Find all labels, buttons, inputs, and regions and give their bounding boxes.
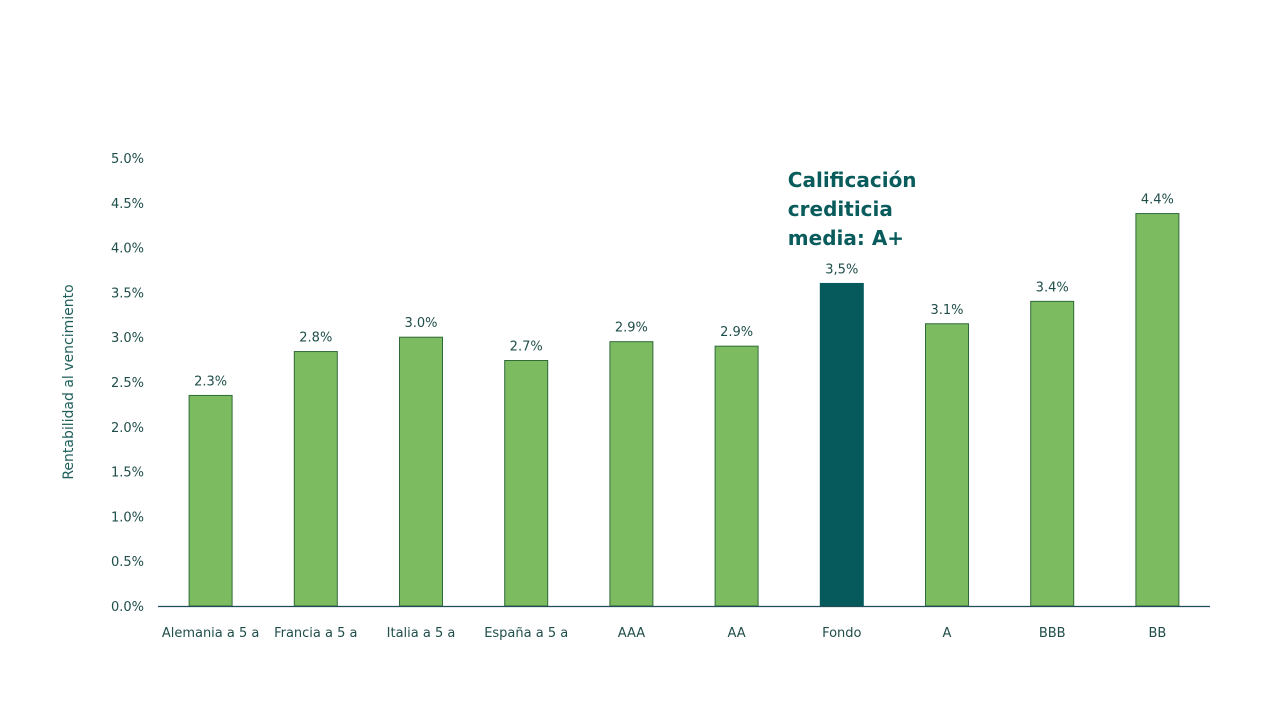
data-label: 2.9% <box>720 325 753 340</box>
category-label: A <box>943 626 952 641</box>
category-labels: Alemania a 5 a Francia a 5 a Italia a 5 a E… <box>162 626 1167 641</box>
data-label: 3.1% <box>930 303 963 318</box>
bar-highlight <box>819 282 864 607</box>
data-label: 3,5% <box>825 262 858 277</box>
data-label: 2.3% <box>194 374 227 389</box>
y-axis-ticks: 0.0% 0.5% 1.0% 1.5% 2.0% 2.5% 3.0% 3.5% 4.0% 4.5%… <box>111 152 144 615</box>
y-tick-label: 2.0% <box>111 421 144 436</box>
bar <box>188 394 233 607</box>
data-labels: 2.3% 2.8% 3.0% 2.7% 2.9% 2.9% 3,5% 3.1% 3.4% 4.4% <box>194 193 1174 390</box>
data-label: 3.0% <box>404 316 437 331</box>
data-label: 2.9% <box>615 321 648 336</box>
category-label: BBB <box>1039 626 1066 641</box>
category-label: Alemania a 5 a <box>162 626 260 641</box>
y-tick-label: 3.5% <box>111 286 144 301</box>
category-label: Francia a 5 a <box>274 626 357 641</box>
bar <box>925 323 969 607</box>
bar <box>1135 213 1180 607</box>
data-label: 2.8% <box>299 331 332 346</box>
y-tick-label: 3.0% <box>111 331 144 346</box>
bar <box>609 341 654 607</box>
y-tick-label: 4.0% <box>111 242 144 257</box>
callout-line: media: A+ <box>788 226 904 250</box>
y-tick-label: 1.5% <box>111 466 144 481</box>
callout-line: crediticia <box>788 197 893 221</box>
category-label: España a 5 a <box>484 626 568 641</box>
y-tick-label: 1.0% <box>111 510 144 525</box>
y-tick-label: 2.5% <box>111 376 144 391</box>
callout-annotation: Calificación crediticia media: A+ <box>788 168 917 250</box>
y-axis-title: Rentabilidad al vencimiento <box>61 284 77 479</box>
bar <box>399 336 443 607</box>
category-label: Italia a 5 a <box>387 626 456 641</box>
category-label: Fondo <box>822 626 861 641</box>
y-tick-label: 5.0% <box>111 152 144 167</box>
category-label: AAA <box>618 626 646 641</box>
bars <box>188 213 1180 607</box>
bar <box>293 351 338 607</box>
callout-line: Calificación <box>788 168 917 192</box>
bar <box>1030 300 1075 607</box>
data-label: 2.7% <box>510 339 543 354</box>
y-tick-label: 4.5% <box>111 197 144 212</box>
y-tick-label: 0.0% <box>111 600 144 615</box>
bar <box>504 359 549 607</box>
category-label: AA <box>728 626 746 641</box>
y-tick-label: 0.5% <box>111 555 144 570</box>
data-label: 4.4% <box>1141 193 1174 208</box>
category-label: BB <box>1148 626 1166 641</box>
bar <box>714 345 759 607</box>
data-label: 3.4% <box>1036 280 1069 295</box>
